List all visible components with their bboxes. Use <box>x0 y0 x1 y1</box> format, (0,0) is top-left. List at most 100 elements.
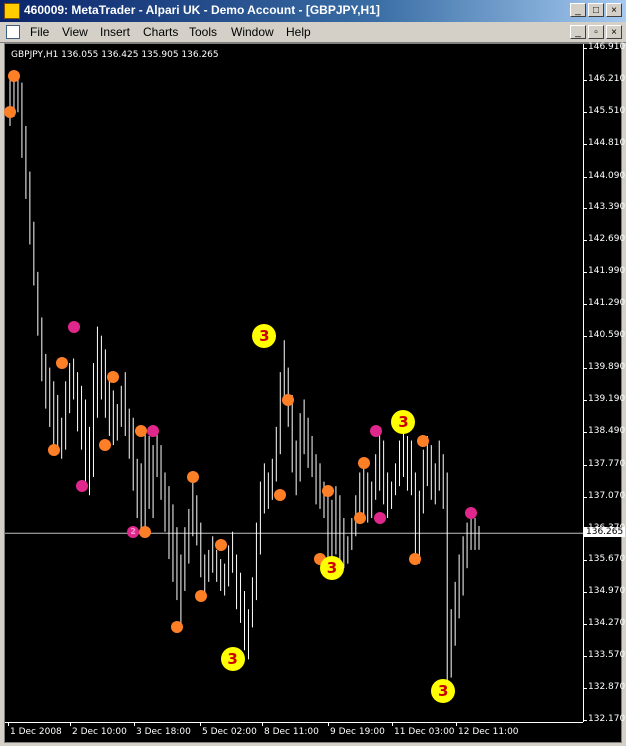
swing-marker <box>214 539 227 552</box>
price-axis[interactable]: 146.910 146.210 145.510 144.810 144.090 143.3… <box>583 42 626 724</box>
menu-tools[interactable]: Tools <box>189 25 218 39</box>
time-tick <box>8 723 9 726</box>
price-tick <box>584 688 587 690</box>
maximize-button[interactable]: □ <box>588 3 604 17</box>
swing-marker <box>282 393 295 406</box>
window-title: 460009: MetaTrader - Alpari UK - Demo Ac… <box>24 3 380 17</box>
price-tick-label: 132.870 <box>588 682 626 693</box>
price-tick-label: 146.210 <box>588 73 626 84</box>
chart-window[interactable]: GBPJPY,H1 136.055 136.425 135.905 136.26… <box>4 42 626 743</box>
swing-marker <box>186 471 199 483</box>
wave-3-marker: 3 <box>220 647 245 672</box>
price-tick <box>584 336 587 338</box>
price-tick <box>584 272 587 274</box>
price-tick <box>584 48 587 49</box>
swing-marker <box>194 589 207 602</box>
swing-marker <box>170 621 183 634</box>
price-tick-label: 144.810 <box>588 137 626 148</box>
time-tick-label: 3 Dec 18:00 <box>136 727 191 737</box>
price-tick <box>584 79 587 81</box>
price-tick-label: 141.290 <box>588 298 626 309</box>
price-tick-label: 139.190 <box>588 393 626 404</box>
swing-marker <box>67 320 80 333</box>
swing-marker <box>274 489 287 502</box>
time-tick-label: 9 Dec 19:00 <box>330 727 385 737</box>
time-tick-label: 11 Dec 03:00 <box>394 727 455 737</box>
menu-insert[interactable]: Insert <box>100 25 131 39</box>
price-tick <box>584 592 587 594</box>
time-tick-label: 12 Dec 11:00 <box>458 727 519 737</box>
price-tick <box>584 143 587 145</box>
swing-marker <box>357 457 370 470</box>
swing-marker <box>139 525 152 538</box>
swing-marker <box>369 425 382 438</box>
swing-marker <box>7 69 20 82</box>
time-tick-label: 2 Dec 10:00 <box>72 727 127 737</box>
swing-marker <box>321 484 334 497</box>
menu-help[interactable]: Help <box>286 25 311 39</box>
price-tick-label: 146.910 <box>588 42 626 52</box>
time-tick <box>262 723 263 726</box>
symbol-info: GBPJPY,H1 136.055 136.425 135.905 136.26… <box>11 50 219 60</box>
price-tick-label: 134.970 <box>588 586 626 597</box>
price-tick-label: 143.390 <box>588 202 626 213</box>
swing-marker <box>409 553 422 566</box>
swing-marker <box>135 425 148 438</box>
minimize-button[interactable]: _ <box>570 3 586 17</box>
app-icon <box>4 3 20 19</box>
price-tick <box>584 208 587 210</box>
time-tick-label: 8 Dec 11:00 <box>264 727 319 737</box>
swing-marker <box>107 370 120 383</box>
price-tick <box>584 431 587 433</box>
time-tick-label: 1 Dec 2008 <box>10 727 62 737</box>
swing-marker <box>55 357 68 370</box>
swing-marker <box>417 434 430 447</box>
chart-restore-button[interactable]: ▫ <box>588 25 604 39</box>
swing-marker <box>75 480 88 493</box>
price-tick-label: 135.670 <box>588 554 626 565</box>
price-tick-label: 137.770 <box>588 458 626 469</box>
time-tick <box>456 723 457 726</box>
wave-3-marker: 3 <box>319 556 344 581</box>
document-icon[interactable] <box>6 25 20 39</box>
price-tick-label: 145.510 <box>588 105 626 116</box>
price-tick <box>584 624 587 626</box>
swing-marker <box>4 106 16 119</box>
price-tick-label: 140.590 <box>588 330 626 341</box>
price-tick-label: 137.070 <box>588 490 626 501</box>
price-tick <box>584 111 587 113</box>
price-chart[interactable] <box>5 44 583 722</box>
swing-marker <box>99 439 112 452</box>
menu-view[interactable]: View <box>62 25 88 39</box>
current-price-label: 136.265 <box>584 527 626 538</box>
time-tick <box>200 723 201 726</box>
time-tick <box>328 723 329 726</box>
wave-3-marker: 3 <box>391 410 416 435</box>
menu-window[interactable]: Window <box>231 25 274 39</box>
price-tick <box>584 399 587 401</box>
time-tick <box>392 723 393 726</box>
swing-marker <box>353 512 366 525</box>
price-tick-label: 132.170 <box>588 714 626 724</box>
close-button[interactable]: × <box>606 3 622 17</box>
price-tick-label: 133.570 <box>588 650 626 661</box>
wave-3-marker: 3 <box>431 679 456 704</box>
price-tick <box>584 304 587 306</box>
swing-marker <box>47 443 60 456</box>
time-axis[interactable]: 1 Dec 2008 2 Dec 10:00 3 Dec 18:00 5 Dec 02… <box>5 722 583 743</box>
time-tick <box>134 723 135 726</box>
chart-minimize-button[interactable]: _ <box>570 25 586 39</box>
price-tick-label: 138.490 <box>588 425 626 436</box>
menu-file[interactable]: File <box>30 25 50 39</box>
price-tick <box>584 496 587 498</box>
menu-charts[interactable]: Charts <box>143 25 179 39</box>
price-tick <box>584 720 587 721</box>
swing-marker <box>147 425 160 438</box>
price-tick <box>584 560 587 562</box>
chart-close-button[interactable]: × <box>606 25 622 39</box>
price-tick <box>584 240 587 242</box>
title-bar: 460009: MetaTrader - Alpari UK - Demo Ac… <box>0 0 626 22</box>
menu-bar: File View Insert Charts Tools Window Hel… <box>0 22 626 43</box>
price-tick <box>584 464 587 466</box>
price-tick <box>584 176 587 178</box>
